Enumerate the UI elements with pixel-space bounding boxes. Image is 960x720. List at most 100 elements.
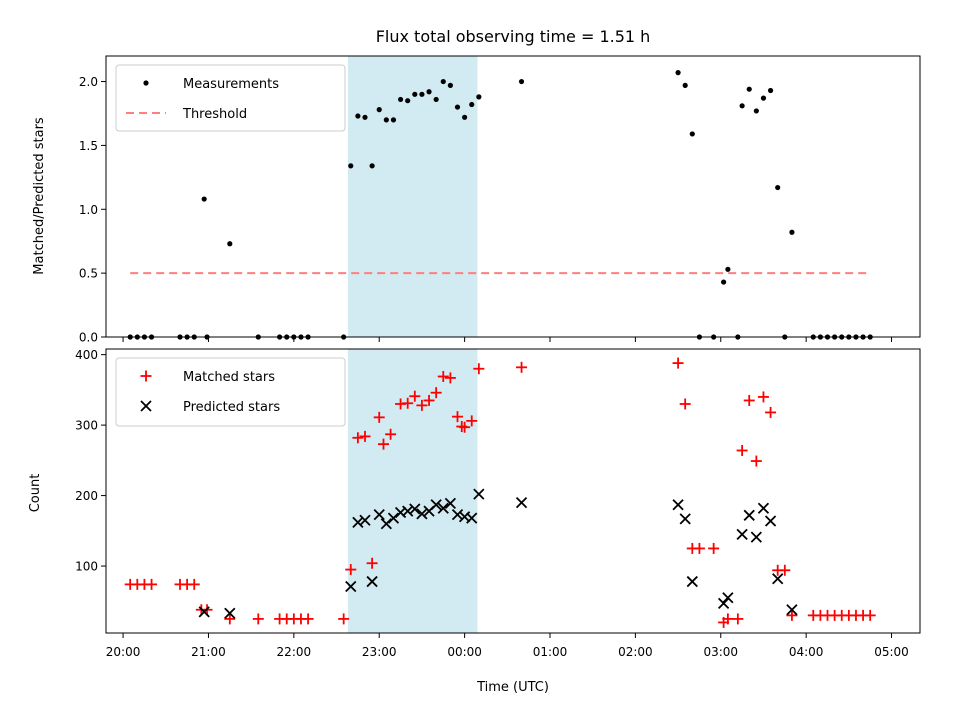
x-stroke-b (430, 499, 442, 511)
measurement-point (739, 103, 745, 109)
matched-star-point (338, 613, 350, 625)
x-stroke-b (750, 531, 762, 543)
x-stroke-b (409, 503, 421, 515)
predicted-star-point (736, 528, 748, 540)
x-stroke-b (198, 606, 210, 618)
x-stroke-b (786, 604, 798, 616)
matched-star-point (378, 438, 389, 450)
matched-star-point (708, 542, 720, 554)
x-stroke-b (366, 575, 378, 588)
predicted-star-point (437, 502, 449, 514)
predicted-star-point (224, 607, 236, 619)
legend-x-b (140, 400, 152, 412)
x-tick-label: 22:00 (277, 645, 312, 659)
measurement-point (454, 104, 461, 110)
matched-star-point (765, 406, 777, 418)
y-axis-label-ratio: Matched/Predicted stars (32, 117, 47, 275)
predicted-star-point (772, 573, 784, 585)
predicted-star-point (672, 499, 684, 511)
matched-star-point (423, 394, 435, 406)
predicted-star-point (387, 512, 400, 524)
x-stroke-b (359, 514, 371, 526)
matched-star-point (409, 390, 421, 402)
measurement-point (775, 184, 781, 191)
measurement-point (348, 163, 354, 169)
x-tick-label: 00:00 (447, 645, 482, 659)
y-tick-label: 1.5 (79, 139, 98, 153)
predicted-star-point (416, 508, 428, 520)
predicted-star-point (359, 514, 371, 526)
matched-star-point (352, 432, 364, 444)
matched-star-point (430, 387, 442, 399)
predicted-star-point (430, 499, 442, 511)
measurement-point (675, 70, 681, 76)
predicted-star-point (743, 509, 755, 521)
matched-star-point (750, 455, 762, 467)
measurement-point (725, 266, 731, 272)
x-tick-label: 05:00 (874, 645, 909, 659)
measurement-point (355, 113, 361, 119)
matched-star-point (779, 564, 791, 576)
y-tick-label: 0.5 (79, 267, 98, 281)
predicted-star-point (764, 515, 777, 527)
x-stroke-b (451, 508, 464, 521)
axes-frame (105, 55, 921, 338)
measurement-point (433, 96, 439, 103)
measurement-point (746, 86, 752, 92)
x-stroke-b (473, 488, 485, 500)
matched-star-point (864, 609, 876, 621)
predicted-star-point (466, 512, 478, 524)
matched-star-point (252, 613, 264, 625)
matched-star-point (345, 564, 357, 576)
legend: Measurements Threshold (115, 64, 346, 132)
x-stroke-b (722, 592, 734, 604)
measurement-point (518, 78, 525, 85)
measurement-point (682, 82, 688, 88)
matched-star-point (672, 357, 684, 369)
x-tick-label: 02:00 (618, 645, 653, 659)
measurement-point (227, 241, 233, 247)
predicted-star-point (717, 597, 730, 610)
y-axis-label-count: Count (28, 474, 43, 513)
highlight-span (347, 56, 478, 337)
x-stroke-b (717, 597, 730, 610)
predicted-star-point (757, 502, 770, 514)
axes-frame (105, 348, 921, 634)
ratio-panel: 0.0 0.5 1.0 1.5 2.0 Measurements Threshold (79, 55, 921, 345)
predicted-star-point (352, 516, 364, 528)
x-stroke-b (757, 502, 770, 514)
predicted-star-point (750, 531, 762, 543)
x-tick-label: 03:00 (703, 645, 738, 659)
x-stroke-b (394, 506, 407, 519)
matched-star-point (722, 613, 734, 625)
measurement-point (476, 94, 482, 100)
predicted-star-point (444, 497, 457, 509)
y-tick-label: 300 (75, 419, 98, 433)
x-stroke-b (515, 496, 528, 509)
y-tick-label: 100 (75, 560, 98, 574)
y-tick-label: 1.0 (79, 203, 98, 217)
matched-star-point (302, 613, 314, 625)
measurement-point (426, 89, 432, 95)
x-stroke-b (686, 575, 698, 588)
measurement-point (376, 107, 382, 113)
matched-star-point (437, 370, 449, 382)
x-stroke-b (402, 505, 414, 517)
x-tick-label: 04:00 (789, 645, 824, 659)
matched-star-point (473, 363, 485, 375)
x-tick-label: 01:00 (533, 645, 568, 659)
predicted-star-point (722, 592, 734, 604)
matched-star-point (146, 578, 158, 590)
matched-star-point (693, 542, 705, 554)
measurement-point (469, 101, 475, 108)
x-stroke-b (679, 513, 691, 525)
matched-star-point (224, 613, 236, 625)
predicted-star-point (198, 606, 210, 618)
predicted-star-point (409, 503, 421, 515)
x-stroke-b (437, 502, 449, 514)
y-tick-label: 200 (75, 489, 98, 503)
matched-star-point (402, 397, 414, 409)
measurement-point (412, 91, 418, 97)
measurement-point (760, 95, 767, 101)
